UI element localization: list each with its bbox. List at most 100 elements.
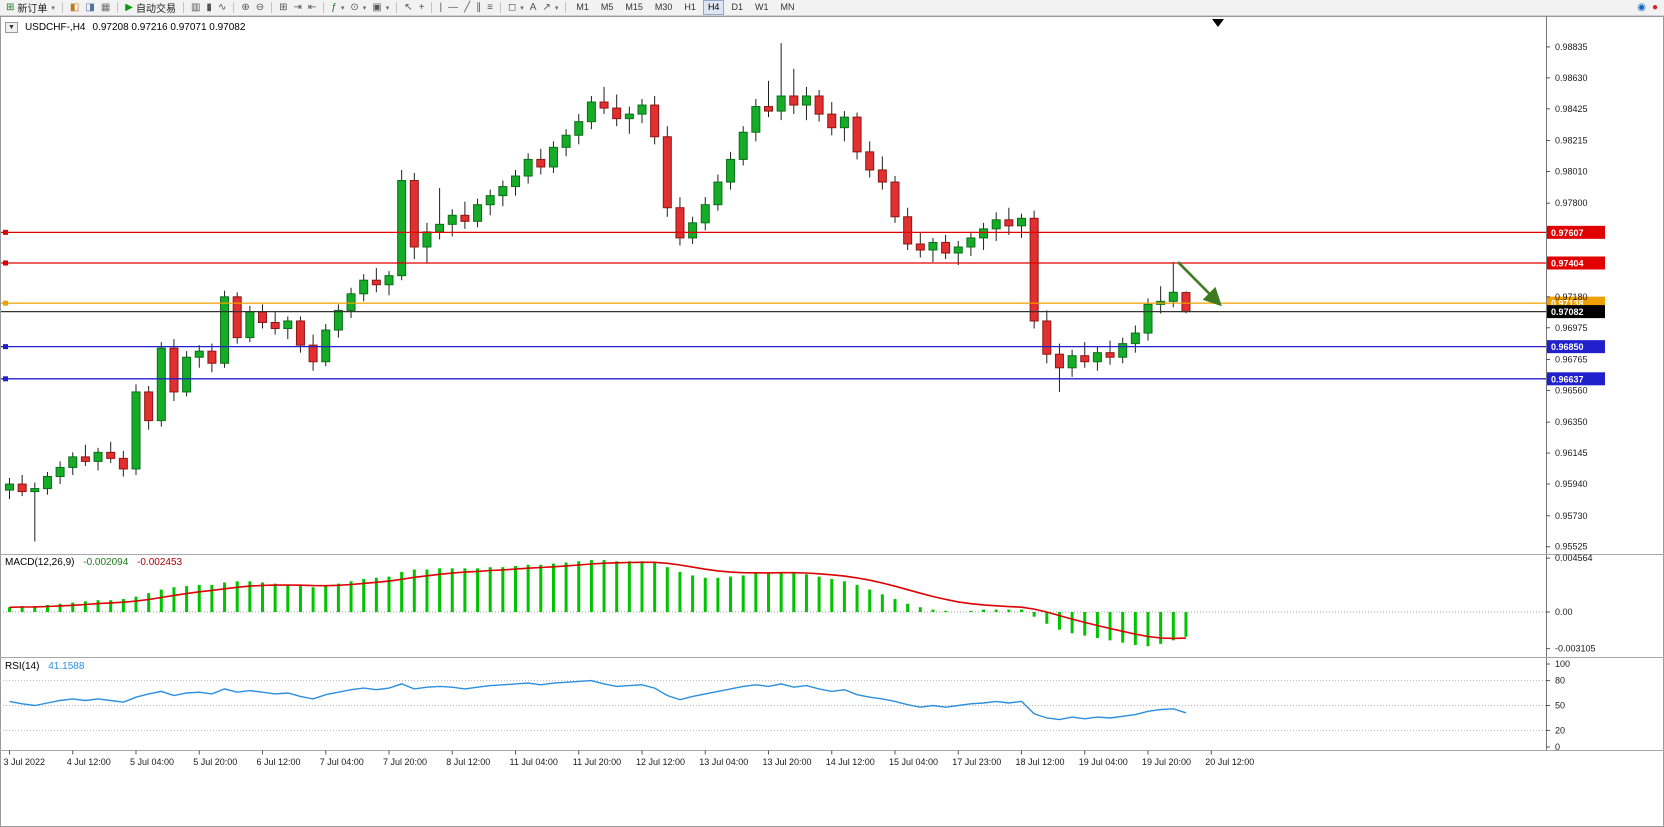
line-chart-button[interactable]: ∿ [215, 1, 229, 15]
bear-candle [207, 350, 217, 364]
text-button[interactable]: A [527, 1, 540, 15]
bull-candle [548, 146, 558, 168]
time-axis[interactable]: 3 Jul 2022 4 Jul 12:00 5 Jul 04:00 5 Jul 20… [4, 750, 1255, 768]
svg-text:0.96975: 0.96975 [1555, 323, 1588, 333]
record-button[interactable]: ● [1649, 1, 1661, 15]
hlines-layer[interactable]: 0.97607 0.97404 0.97138 0.96850 0.96637 0.970… [1, 225, 1605, 386]
arrows-button[interactable]: ↗ ▾ [539, 1, 561, 15]
market-watch-button[interactable]: ◧ [67, 1, 82, 15]
templates-icon: ▣ [372, 1, 382, 13]
community-icon: ◉ [1637, 1, 1646, 13]
bull-candle [498, 186, 508, 197]
data-window-button[interactable]: ◨ [82, 1, 97, 15]
bear-candle [915, 243, 925, 251]
timeframe-button-mn[interactable]: MN [780, 2, 795, 12]
toolbar-separator [396, 2, 398, 13]
bear-candle [814, 95, 824, 115]
auto-scroll-button[interactable]: ⇥ [291, 1, 305, 15]
bull-candle [42, 476, 52, 490]
fibonacci-button[interactable]: ≡ [484, 1, 496, 15]
new-order-icon: ⊞ [6, 1, 15, 13]
timeframe-button-d1[interactable]: D1 [731, 2, 743, 12]
bull-candle [586, 101, 596, 123]
bars-button[interactable]: ▥ [188, 1, 203, 15]
vertical-line-button[interactable]: | [436, 1, 445, 15]
chart-canvas[interactable]: 0.97607 0.97404 0.97138 0.96850 0.96637 0.970… [0, 16, 1664, 827]
svg-text:0.004564: 0.004564 [1555, 553, 1593, 563]
candles-button[interactable]: ▮ [203, 1, 215, 15]
bull-candle [966, 237, 976, 248]
svg-text:7 Jul 20:00: 7 Jul 20:00 [383, 757, 427, 767]
record-icon: ● [1651, 1, 1658, 13]
bear-candle [789, 95, 799, 106]
new-order-button[interactable]: ⊞ 新订单 ▾ [3, 1, 58, 16]
zoom-out-button[interactable]: ⊖ [253, 1, 267, 15]
zoom-in-button[interactable]: ⊕ [238, 1, 252, 15]
bull-candle [713, 181, 723, 206]
svg-text:12 Jul 12:00: 12 Jul 12:00 [636, 757, 685, 767]
bear-candle [852, 116, 862, 153]
tile-windows-button[interactable]: ⊞ [276, 1, 290, 15]
bull-candle [68, 456, 78, 468]
indicators-icon: ƒ [331, 1, 337, 13]
timeframe-button-m30[interactable]: M30 [654, 2, 673, 12]
timeframe-button-w1[interactable]: W1 [754, 2, 769, 12]
macd-signal-value: -0.002453 [137, 557, 183, 568]
svg-text:-0.003105: -0.003105 [1555, 644, 1596, 654]
horizontal-line-button[interactable]: — [445, 1, 461, 15]
indicators-button[interactable]: ƒ ▾ [328, 1, 347, 15]
templates-button[interactable]: ▣ ▾ [369, 1, 392, 15]
bear-candle [371, 279, 381, 286]
bear-candle [270, 321, 280, 330]
timeframe-button-h1[interactable]: H1 [684, 2, 696, 12]
channel-button[interactable]: ∥ [473, 1, 484, 15]
trendline-button[interactable]: ╱ [461, 1, 473, 15]
bear-candle [80, 456, 90, 462]
bull-candle [738, 131, 748, 160]
autotrade-button[interactable]: ▶ 自动交易 [122, 1, 179, 16]
svg-text:13 Jul 04:00: 13 Jul 04:00 [699, 757, 748, 767]
market-watch-icon: ◧ [69, 1, 80, 13]
zoom-out-icon: ⊖ [255, 1, 265, 13]
navigator-button[interactable]: ▦ [98, 1, 113, 15]
chart-window[interactable]: 0.97607 0.97404 0.97138 0.96850 0.96637 0.970… [0, 16, 1664, 827]
bear-candle [1181, 292, 1191, 313]
bull-candle [283, 320, 293, 330]
bull-candle [5, 483, 14, 491]
bear-candle [258, 311, 267, 323]
timeframe-button-m1[interactable]: M1 [576, 2, 589, 12]
timeframe-button-m5[interactable]: M5 [600, 2, 614, 12]
cursor-button[interactable]: ↖ [401, 1, 415, 15]
svg-text:0.96145: 0.96145 [1555, 448, 1588, 458]
chart-title-bar: ▼ USDCHF-,H4 0.97208 0.97216 0.97071 0.9… [5, 22, 245, 33]
symbol-period-label: USDCHF-,H4 [24, 22, 86, 33]
bull-candle [156, 347, 166, 422]
svg-text:0.97138: 0.97138 [1551, 299, 1584, 309]
svg-text:0: 0 [1555, 742, 1560, 752]
bull-candle [473, 204, 483, 222]
one-click-collapse-button[interactable]: ▼ [5, 22, 18, 33]
timeframe-button-h4[interactable]: H4 [702, 0, 725, 15]
community-button[interactable]: ◉ [1634, 1, 1649, 15]
chart-shift-button[interactable]: ⇤ [305, 1, 319, 15]
svg-text:20 Jul 12:00: 20 Jul 12:00 [1205, 757, 1254, 767]
chart-shift-marker[interactable] [1212, 19, 1224, 27]
line-handle [3, 344, 8, 350]
timeframe-button-m15[interactable]: M15 [625, 2, 643, 12]
svg-text:3 Jul 2022: 3 Jul 2022 [4, 757, 46, 767]
svg-text:7 Jul 04:00: 7 Jul 04:00 [320, 757, 364, 767]
price-axis[interactable]: 0.98835 0.98630 0.98425 0.98215 0.98010 0.978… [1546, 16, 1588, 751]
bear-candle [1004, 219, 1014, 227]
arrow-annotation[interactable] [1177, 261, 1222, 307]
svg-text:11 Jul 20:00: 11 Jul 20:00 [573, 757, 621, 767]
periods-button[interactable]: ⊙ ▾ [347, 1, 369, 15]
svg-text:100: 100 [1555, 659, 1570, 669]
crosshair-button[interactable]: + [416, 1, 428, 15]
bear-candle [675, 207, 685, 239]
svg-text:0.97180: 0.97180 [1555, 292, 1588, 302]
shapes-button[interactable]: ◻ ▾ [505, 1, 527, 15]
bull-candle [1143, 303, 1153, 334]
candles-layer [5, 43, 1191, 542]
bull-candle [637, 104, 647, 115]
bear-candle [460, 214, 470, 222]
